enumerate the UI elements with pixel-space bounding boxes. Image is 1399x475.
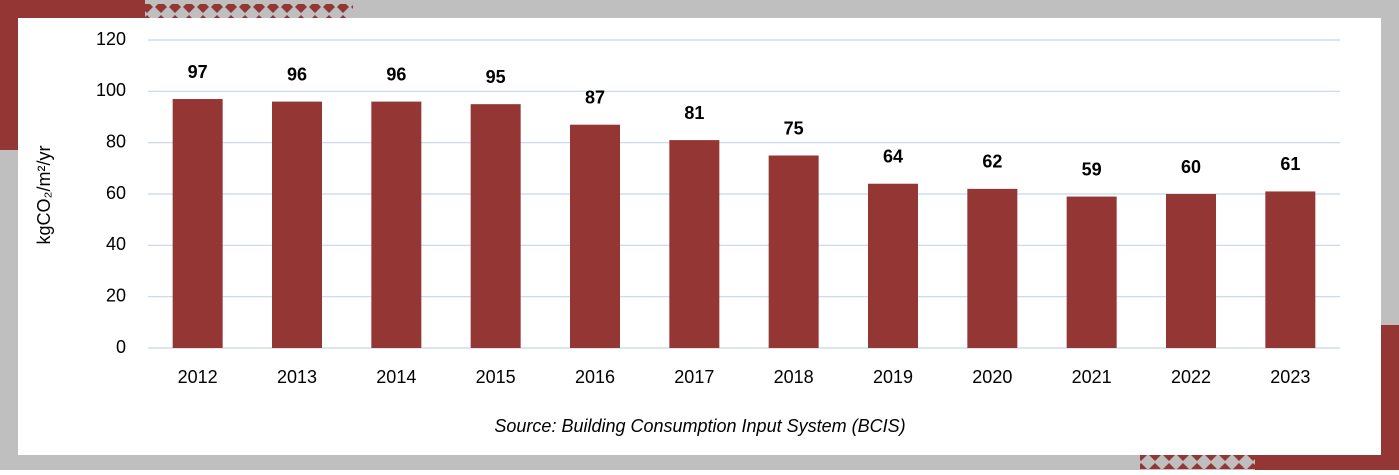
x-tick-label: 2022 <box>1171 367 1211 387</box>
bar <box>470 104 521 349</box>
y-tick-label: 80 <box>106 131 126 151</box>
bar <box>768 155 819 348</box>
value-label: 75 <box>784 118 804 138</box>
value-label: 64 <box>883 146 903 166</box>
value-label: 96 <box>287 64 307 84</box>
value-label: 81 <box>684 103 704 123</box>
value-label: 96 <box>386 64 406 84</box>
x-tick-label: 2023 <box>1270 367 1310 387</box>
bar <box>669 140 720 348</box>
bar <box>1265 191 1316 348</box>
bar <box>1066 196 1117 348</box>
diamond-pattern <box>1140 455 1255 469</box>
y-tick-label: 100 <box>96 80 126 100</box>
source-note: Source: Building Consumption Input Syste… <box>494 416 905 436</box>
corner-accent <box>0 0 18 150</box>
plot-area: 0 20 40 60 80 100 120 2012 97 2013 96 2014 96 2015 95 2… <box>96 29 1340 387</box>
value-label: 61 <box>1280 154 1300 174</box>
bar <box>371 101 422 348</box>
value-label: 62 <box>982 152 1002 172</box>
bar <box>868 183 918 348</box>
y-tick-label: 120 <box>96 29 126 49</box>
x-tick-label: 2013 <box>277 367 317 387</box>
bar <box>1166 194 1216 348</box>
x-tick-label: 2016 <box>575 367 615 387</box>
corner-accent <box>0 0 145 18</box>
bar <box>172 99 223 349</box>
bar <box>570 124 620 348</box>
y-axis-title: kgCO₂/m²/yr <box>34 146 54 245</box>
x-tick-label: 2015 <box>476 367 516 387</box>
y-tick-label: 60 <box>106 183 126 203</box>
x-tick-label: 2019 <box>873 367 913 387</box>
corner-accent <box>1381 325 1399 470</box>
x-tick-label: 2020 <box>972 367 1012 387</box>
value-label: 95 <box>486 67 506 87</box>
x-tick-label: 2017 <box>674 367 714 387</box>
bar <box>967 188 1018 348</box>
corner-accent <box>1255 455 1399 470</box>
x-tick-label: 2021 <box>1072 367 1112 387</box>
y-tick-label: 40 <box>106 234 126 254</box>
value-label: 60 <box>1181 157 1201 177</box>
y-tick-label: 20 <box>106 285 126 305</box>
value-label: 59 <box>1082 159 1102 179</box>
bar <box>272 101 322 348</box>
value-label: 97 <box>188 62 208 82</box>
x-tick-label: 2018 <box>774 367 814 387</box>
y-tick-label: 0 <box>116 337 126 357</box>
x-tick-label: 2012 <box>178 367 218 387</box>
diamond-pattern <box>145 4 353 18</box>
x-tick-label: 2014 <box>376 367 416 387</box>
value-label: 87 <box>585 87 605 107</box>
